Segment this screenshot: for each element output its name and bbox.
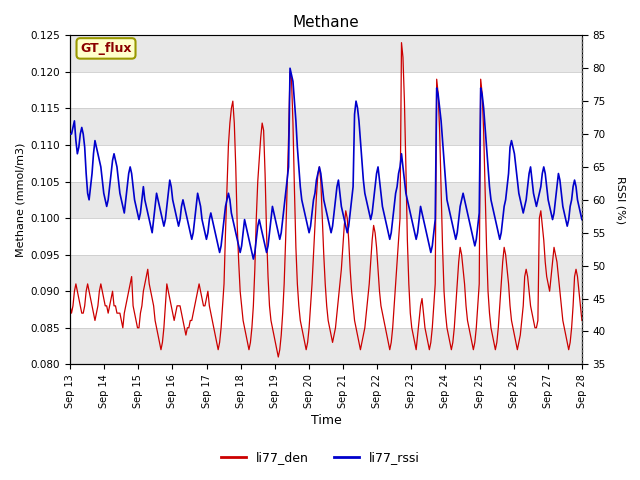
Bar <box>70 255 582 291</box>
Text: GT_flux: GT_flux <box>80 42 132 55</box>
Bar <box>70 108 582 145</box>
Y-axis label: Methane (mmol/m3): Methane (mmol/m3) <box>15 143 25 257</box>
Y-axis label: RSSI (%): RSSI (%) <box>615 176 625 224</box>
Legend: li77_den, li77_rssi: li77_den, li77_rssi <box>216 446 424 469</box>
X-axis label: Time: Time <box>310 414 341 427</box>
Title: Methane: Methane <box>292 15 359 30</box>
Bar <box>70 328 582 364</box>
Bar <box>70 36 582 72</box>
Bar <box>70 181 582 218</box>
